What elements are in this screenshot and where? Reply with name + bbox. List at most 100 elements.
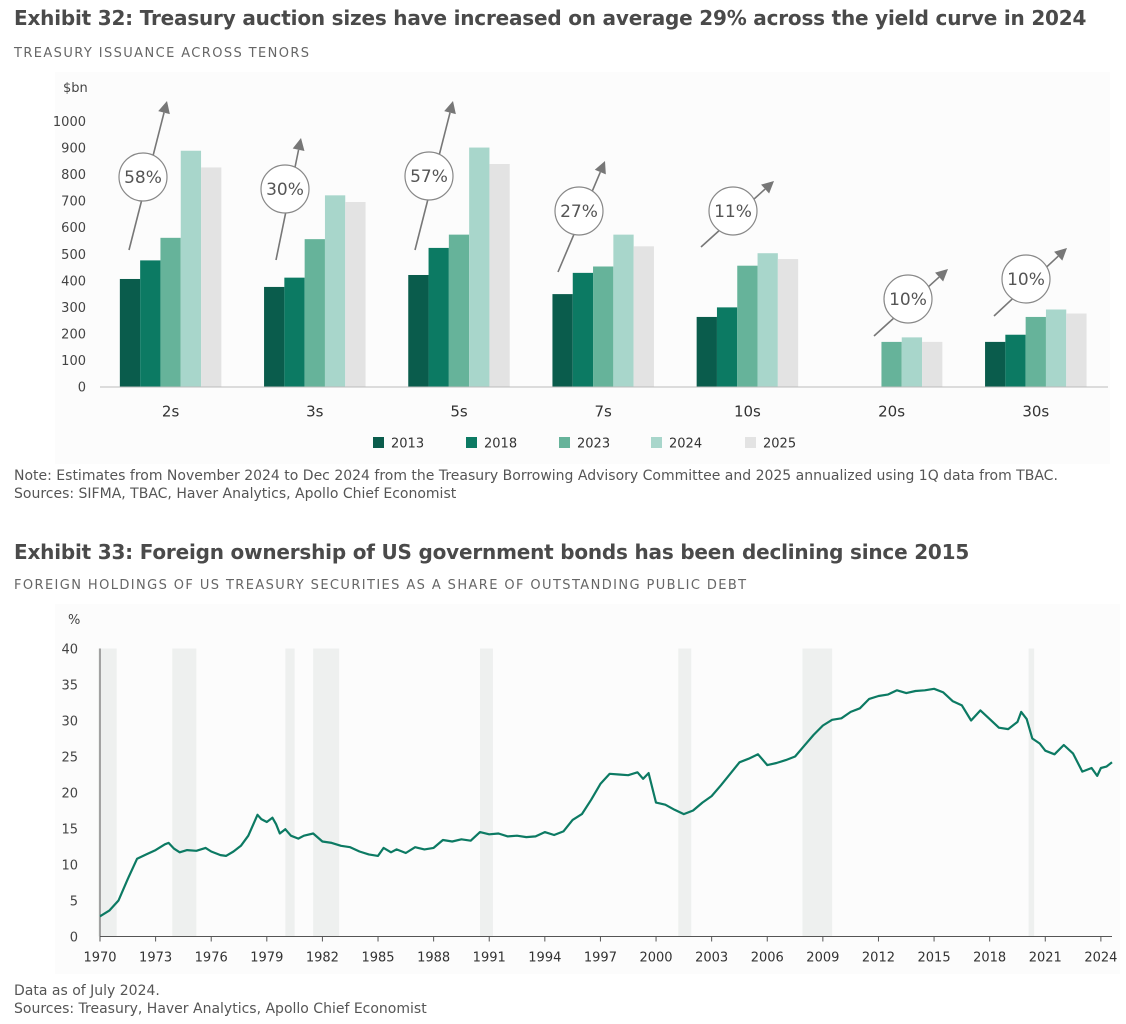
bar-10s-2024 xyxy=(757,253,778,387)
x-tick-label: 2015 xyxy=(918,951,951,966)
x-tick-label: 2003 xyxy=(695,951,728,966)
x-category-label: 3s xyxy=(306,403,324,421)
exhibit32-subtitle: TREASURY ISSUANCE ACROSS TENORS xyxy=(14,46,311,61)
y-tick-label: 1000 xyxy=(53,115,86,130)
y-tick-label: 800 xyxy=(61,168,86,183)
exhibit33-sources: Sources: Treasury, Haver Analytics, Apol… xyxy=(14,1001,427,1017)
bar-3s-2018 xyxy=(284,277,305,387)
y-tick-label: 25 xyxy=(61,751,78,766)
x-tick-label: 1976 xyxy=(195,951,228,966)
legend-label-2024: 2024 xyxy=(669,437,702,452)
recession-band xyxy=(678,648,692,937)
recession-band xyxy=(313,648,340,937)
y-axis-unit-label: $bn xyxy=(63,81,88,96)
exhibit32-title: Exhibit 32: Treasury auction sizes have … xyxy=(14,6,1087,30)
x-category-label: 10s xyxy=(734,403,761,421)
bar-5s-2025 xyxy=(489,164,510,387)
y-tick-label: 0 xyxy=(70,931,78,946)
x-tick-label: 2021 xyxy=(1029,951,1062,966)
exhibit33-note: Data as of July 2024. xyxy=(14,983,160,999)
x-tick-label: 2006 xyxy=(751,951,784,966)
growth-arrow-head xyxy=(158,101,170,115)
exhibit32-note: Note: Estimates from November 2024 to De… xyxy=(14,468,1058,484)
y-tick-label: 500 xyxy=(61,248,86,263)
growth-arrow-head xyxy=(761,181,774,194)
y-tick-label: 30 xyxy=(61,715,78,730)
growth-annotation-label: 10% xyxy=(889,290,927,310)
growth-arrow-head xyxy=(935,269,948,282)
x-tick-label: 1988 xyxy=(417,951,450,966)
x-tick-label: 1994 xyxy=(528,951,561,966)
legend-label-2013: 2013 xyxy=(391,437,424,452)
x-tick-label: 2018 xyxy=(973,951,1006,966)
x-tick-label: 1985 xyxy=(361,951,394,966)
growth-annotation-label: 11% xyxy=(714,202,752,222)
bar-30s-2025 xyxy=(1066,313,1087,387)
y-tick-label: 20 xyxy=(61,787,78,802)
legend-label-2025: 2025 xyxy=(763,437,796,452)
bar-10s-2018 xyxy=(716,307,738,387)
bar-2s-2024 xyxy=(180,150,202,387)
growth-arrow-head xyxy=(1054,248,1067,261)
bar-7s-2025 xyxy=(633,246,654,387)
bar-7s-2018 xyxy=(572,272,594,387)
bar-20s-2025 xyxy=(922,341,943,387)
x-tick-label: 2000 xyxy=(639,951,672,966)
x-tick-label: 1973 xyxy=(139,951,172,966)
chart-background xyxy=(55,604,1120,974)
bar-2s-2013 xyxy=(119,278,141,387)
bar-30s-2018 xyxy=(1005,334,1026,387)
bar-7s-2013 xyxy=(552,294,573,387)
bar-3s-2023 xyxy=(304,239,325,387)
growth-annotation-label: 27% xyxy=(560,202,598,222)
bar-3s-2013 xyxy=(264,286,285,387)
y-tick-label: 300 xyxy=(61,301,86,316)
bar-7s-2024 xyxy=(613,234,634,387)
bar-7s-2023 xyxy=(593,266,614,387)
bar-10s-2013 xyxy=(696,316,717,387)
growth-bubble xyxy=(260,164,310,214)
x-category-label: 2s xyxy=(162,403,180,421)
growth-bubble xyxy=(883,274,933,324)
y-tick-label: 35 xyxy=(61,679,78,694)
bar-5s-2023 xyxy=(448,234,470,387)
x-tick-label: 1997 xyxy=(584,951,617,966)
growth-annotation-label: 30% xyxy=(266,180,304,200)
y-tick-label: 10 xyxy=(61,859,78,874)
y-tick-label: 40 xyxy=(61,643,78,658)
x-category-label: 5s xyxy=(450,403,468,421)
growth-arrow-head xyxy=(444,101,456,115)
bar-30s-2013 xyxy=(985,341,1006,387)
series-line-0 xyxy=(99,687,1113,918)
growth-bubble xyxy=(118,152,168,202)
recession-band xyxy=(1028,648,1035,937)
bar-20s-2023 xyxy=(881,341,902,387)
y-axis-unit-label: % xyxy=(68,613,80,628)
growth-annotation-label: 10% xyxy=(1007,270,1045,290)
treasury-issuance-bar-chart: $bn 0 100 200 300 400 500 600 700 800 900 1000 2s 3s 5… xyxy=(53,72,1110,464)
bar-2s-2025 xyxy=(201,167,222,387)
growth-bubble xyxy=(554,186,604,236)
bar-20s-2024 xyxy=(901,337,923,387)
growth-arrow-head xyxy=(292,138,305,151)
y-tick-label: 0 xyxy=(78,381,86,396)
legend-swatch-2025 xyxy=(745,437,756,448)
y-tick-label: 200 xyxy=(61,327,86,342)
legend-swatch-2023 xyxy=(559,437,570,448)
y-tick-label: 15 xyxy=(61,823,78,838)
bar-10s-2023 xyxy=(737,265,758,387)
bar-3s-2025 xyxy=(345,201,366,387)
bar-2s-2018 xyxy=(140,260,161,387)
bar-5s-2013 xyxy=(408,274,429,387)
exhibit32-sources: Sources: SIFMA, TBAC, Haver Analytics, A… xyxy=(14,486,457,502)
bar-2s-2023 xyxy=(160,237,181,387)
x-category-label: 7s xyxy=(595,403,613,421)
exhibit33-title: Exhibit 33: Foreign ownership of US gove… xyxy=(14,540,970,564)
bar-10s-2025 xyxy=(777,259,799,387)
recession-band xyxy=(172,648,197,937)
x-category-label: 30s xyxy=(1022,403,1049,421)
legend-label-2018: 2018 xyxy=(484,437,517,452)
legend-swatch-2024 xyxy=(651,437,662,448)
bar-30s-2023 xyxy=(1025,316,1046,387)
bar-30s-2024 xyxy=(1045,309,1067,387)
